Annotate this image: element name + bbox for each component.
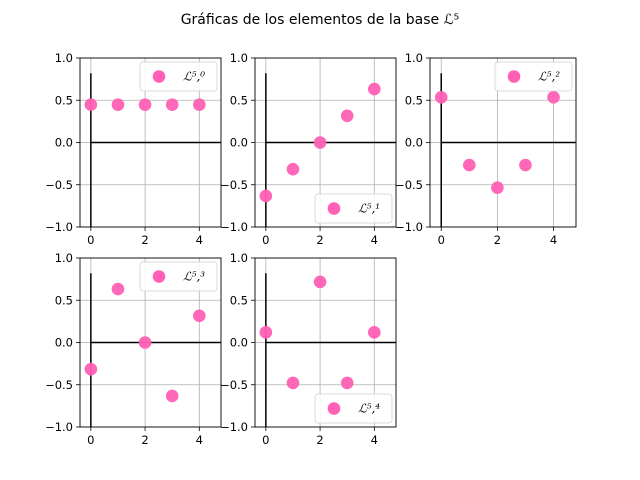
legend-box <box>314 193 393 224</box>
data-point <box>84 362 98 376</box>
x-tick-label: 4 <box>371 433 378 447</box>
y-tick-label: −0.5 <box>220 178 248 192</box>
legend: ℒ⁵,⁴ <box>314 393 393 424</box>
y-tick-label: −1.0 <box>220 220 248 234</box>
y-tick-label: 0.0 <box>55 336 73 350</box>
x-tick-label: 0 <box>438 233 445 247</box>
data-point <box>547 90 560 104</box>
data-point <box>138 336 152 349</box>
data-point <box>340 109 354 123</box>
x-tick-label: 4 <box>196 233 203 247</box>
y-tick-label: 1.0 <box>230 51 248 65</box>
x-tick-label: 2 <box>141 233 148 247</box>
x-tick-label: 2 <box>316 433 323 447</box>
x-tick-label: 0 <box>262 433 269 447</box>
legend-label: ℒ⁵,¹ <box>358 202 380 216</box>
legend: ℒ⁵,² <box>494 61 573 92</box>
data-point <box>313 136 327 149</box>
y-tick-label: −0.5 <box>395 178 423 192</box>
y-tick-label: 0.0 <box>230 336 248 350</box>
y-tick-label: −0.5 <box>45 178 73 192</box>
x-tick-label: 4 <box>371 233 378 247</box>
legend-marker <box>507 70 521 83</box>
x-tick-label: 0 <box>87 433 94 447</box>
legend-box <box>139 61 218 92</box>
y-tick-label: 1.0 <box>405 51 423 65</box>
legend-label: ℒ⁵,³ <box>183 270 205 284</box>
y-tick-label: 0.5 <box>405 93 423 107</box>
data-point <box>165 98 179 112</box>
subplot-4: 1.0 0.5 0.0 −0.5 −1.0 0 2 4 ℒ⁵,⁴ <box>220 251 397 447</box>
legend-marker <box>327 202 341 215</box>
data-point <box>111 282 125 296</box>
data-point <box>519 158 532 172</box>
x-tick-label: 4 <box>196 433 203 447</box>
x-tick-label: 0 <box>262 233 269 247</box>
subplot-3: 1.0 0.5 0.0 −0.5 −1.0 0 2 4 ℒ⁵,³ <box>45 251 222 447</box>
data-point <box>259 326 273 339</box>
legend-label: ℒ⁵,² <box>538 70 560 84</box>
data-point <box>259 189 273 203</box>
data-point <box>313 275 327 289</box>
y-tick-label: 0.0 <box>55 136 73 150</box>
y-tick-label: 0.5 <box>55 93 73 107</box>
legend: ℒ⁵,³ <box>139 261 218 292</box>
data-point <box>138 98 152 112</box>
data-point <box>84 98 98 112</box>
legend: ℒ⁵,¹ <box>314 193 393 224</box>
legend-box <box>139 261 218 292</box>
subplot-0: 1.0 0.5 0.0 −0.5 −1.0 0 2 4 ℒ⁵,⁰ <box>45 51 222 247</box>
data-point <box>165 389 179 403</box>
y-tick-label: 1.0 <box>55 51 73 65</box>
y-tick-label: −0.5 <box>220 378 248 392</box>
y-tick-label: 0.0 <box>405 136 423 150</box>
y-tick-label: 0.0 <box>230 136 248 150</box>
legend: ℒ⁵,⁰ <box>139 61 218 92</box>
y-tick-label: −1.0 <box>220 420 248 434</box>
subplot-2: 1.0 0.5 0.0 −0.5 −1.0 0 2 4 ℒ⁵,² <box>395 51 577 247</box>
y-tick-label: −0.5 <box>45 378 73 392</box>
legend-marker <box>152 270 166 283</box>
subplot-grid: 1.0 0.5 0.0 −0.5 −1.0 0 2 4 ℒ⁵,⁰ 1.0 0.5 0.0 −0.5 −1.… <box>45 51 577 447</box>
y-tick-label: 1.0 <box>230 251 248 265</box>
data-point <box>368 326 381 339</box>
y-tick-label: 0.5 <box>230 293 248 307</box>
y-tick-label: −1.0 <box>45 420 73 434</box>
y-tick-label: −1.0 <box>45 220 73 234</box>
y-tick-label: 0.5 <box>230 93 248 107</box>
figure-title: Gráficas de los elementos de la base ℒ⁵ <box>181 12 460 28</box>
data-point <box>491 181 504 195</box>
x-tick-label: 0 <box>87 233 94 247</box>
data-point <box>193 309 206 323</box>
legend-box <box>314 393 393 424</box>
legend-box <box>494 61 573 92</box>
y-tick-label: −1.0 <box>395 220 423 234</box>
data-point <box>286 162 300 176</box>
x-tick-label: 2 <box>141 433 148 447</box>
x-tick-label: 2 <box>316 233 323 247</box>
data-point <box>286 376 300 390</box>
subplot-1: 1.0 0.5 0.0 −0.5 −1.0 0 2 4 ℒ⁵,¹ <box>220 51 397 247</box>
data-point <box>463 158 476 172</box>
legend-label: ℒ⁵,⁰ <box>183 70 205 84</box>
legend-marker <box>327 402 341 415</box>
y-tick-label: 0.5 <box>55 293 73 307</box>
legend-label: ℒ⁵,⁴ <box>358 402 380 416</box>
data-point <box>193 98 206 112</box>
legend-marker <box>152 70 166 83</box>
data-point <box>340 376 354 390</box>
data-point <box>368 82 381 96</box>
x-tick-label: 4 <box>550 233 557 247</box>
data-point <box>434 90 448 104</box>
y-tick-label: 1.0 <box>55 251 73 265</box>
x-tick-label: 2 <box>494 233 501 247</box>
data-point <box>111 98 125 112</box>
